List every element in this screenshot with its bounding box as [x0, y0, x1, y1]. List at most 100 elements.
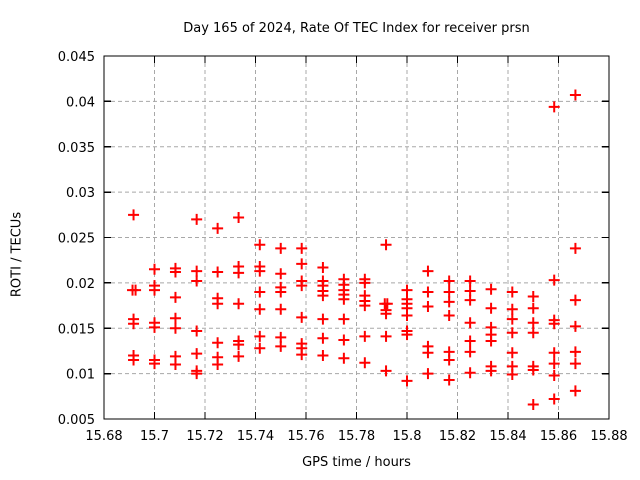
- data-point: [401, 375, 413, 387]
- data-point: [191, 275, 203, 287]
- data-point: [506, 347, 518, 359]
- data-point: [317, 290, 329, 302]
- data-point: [191, 265, 203, 277]
- data-point: [548, 101, 560, 113]
- data-point: [233, 298, 245, 310]
- data-point: [149, 263, 160, 275]
- data-point: [464, 275, 476, 287]
- data-point: [380, 239, 392, 251]
- data-point: [527, 317, 539, 329]
- data-point: [548, 347, 560, 359]
- data-point: [527, 302, 539, 314]
- data-point: [380, 330, 392, 342]
- data-point: [422, 286, 434, 298]
- y-tick-label: 0.02: [66, 277, 95, 292]
- data-point: [527, 364, 539, 376]
- data-point: [317, 313, 329, 325]
- data-point: [338, 313, 350, 325]
- data-point: [254, 303, 266, 315]
- data-point: [128, 318, 140, 330]
- data-point: [128, 354, 140, 366]
- data-point: [169, 312, 181, 324]
- data-point: [506, 303, 518, 315]
- y-tick-label: 0.03: [66, 186, 95, 201]
- data-point: [212, 266, 224, 278]
- data-point: [149, 358, 160, 370]
- data-point: [548, 369, 560, 381]
- data-point: [233, 267, 245, 279]
- x-tick-label: 15.82: [439, 429, 476, 444]
- data-point: [569, 346, 581, 358]
- data-point: [506, 327, 518, 339]
- data-point: [527, 327, 539, 339]
- data-point: [275, 242, 287, 254]
- data-point: [485, 335, 497, 347]
- data-point: [569, 89, 581, 101]
- x-tick-label: 15.7: [140, 429, 169, 444]
- data-point: [569, 242, 581, 254]
- data-point: [464, 346, 476, 358]
- y-tick-label: 0.015: [58, 322, 95, 337]
- data-point: [128, 209, 140, 221]
- data-point: [401, 310, 413, 322]
- data-point: [191, 368, 203, 380]
- data-point: [422, 368, 434, 380]
- data-point: [275, 340, 287, 352]
- x-tick-label: 15.68: [85, 429, 122, 444]
- data-point: [296, 349, 308, 361]
- data-point: [296, 311, 308, 323]
- data-point: [485, 302, 497, 314]
- data-point: [233, 339, 245, 351]
- data-point: [527, 290, 539, 302]
- data-point: [359, 277, 371, 289]
- data-point: [443, 286, 455, 298]
- data-point: [338, 352, 350, 364]
- data-point: [317, 332, 329, 344]
- data-point: [169, 291, 181, 303]
- data-point: [212, 298, 224, 310]
- data-point: [359, 300, 371, 312]
- x-tick-label: 15.78: [338, 429, 375, 444]
- data-point: [191, 213, 203, 225]
- data-point: [359, 357, 371, 369]
- data-point: [338, 293, 350, 305]
- data-point: [548, 358, 560, 370]
- data-point: [169, 266, 181, 278]
- data-point: [506, 286, 518, 298]
- data-point: [275, 303, 287, 315]
- x-tick-label: 15.84: [489, 429, 526, 444]
- data-point: [149, 321, 160, 333]
- data-point: [485, 365, 497, 377]
- data-point: [464, 367, 476, 379]
- x-tick-label: 15.8: [393, 429, 422, 444]
- data-point: [506, 313, 518, 325]
- y-tick-label: 0.035: [58, 141, 95, 156]
- data-point: [212, 222, 224, 234]
- data-point: [296, 242, 308, 254]
- data-point: [527, 398, 539, 410]
- data-point: [569, 320, 581, 332]
- data-point: [422, 265, 434, 277]
- data-point: [149, 284, 160, 296]
- x-tick-label: 15.72: [186, 429, 223, 444]
- data-point: [548, 393, 560, 405]
- data-point: [169, 359, 181, 371]
- data-point: [254, 239, 266, 251]
- data-point: [401, 329, 413, 341]
- data-point: [359, 330, 371, 342]
- data-point: [254, 342, 266, 354]
- data-point: [464, 317, 476, 329]
- data-point: [422, 347, 434, 359]
- y-tick-label: 0.04: [66, 95, 95, 110]
- y-tick-label: 0.045: [58, 50, 95, 65]
- data-point: [254, 330, 266, 342]
- data-point: [296, 258, 308, 270]
- data-point: [254, 265, 266, 277]
- x-axis-label: GPS time / hours: [302, 455, 411, 470]
- data-point: [254, 286, 266, 298]
- data-point: [317, 261, 329, 273]
- data-point: [569, 294, 581, 306]
- chart-title: Day 165 of 2024, Rate Of TEC Index for r…: [183, 21, 530, 36]
